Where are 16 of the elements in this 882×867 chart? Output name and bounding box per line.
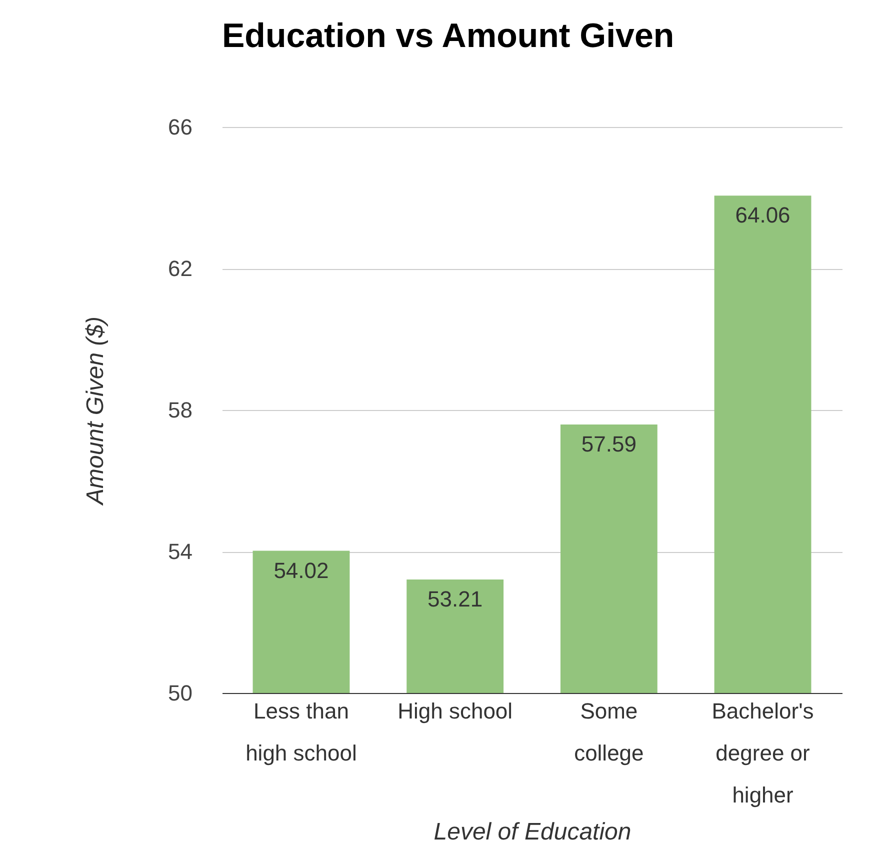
- data-label: 53.21: [428, 586, 483, 612]
- y-axis-title: Amount Given ($): [82, 316, 110, 507]
- x-tick-label: High school: [398, 698, 513, 724]
- x-tick-label: Some college: [574, 698, 644, 766]
- data-label: 57.59: [581, 432, 636, 457]
- x-tick-label: Less than high school: [246, 698, 357, 766]
- chart-title: Education vs Amount Given: [222, 17, 674, 55]
- x-axis-title: Level of Education: [434, 818, 632, 846]
- x-tick-label: Bachelor's degree or higher: [712, 698, 814, 808]
- y-tick-label: 50: [168, 680, 192, 706]
- data-label: 64.06: [735, 202, 790, 228]
- data-label: 54.02: [274, 558, 329, 583]
- y-tick-label: 58: [168, 398, 192, 422]
- y-tick-label: 62: [168, 256, 192, 281]
- y-tick-label: 66: [168, 114, 192, 140]
- y-tick-label: 54: [168, 539, 192, 564]
